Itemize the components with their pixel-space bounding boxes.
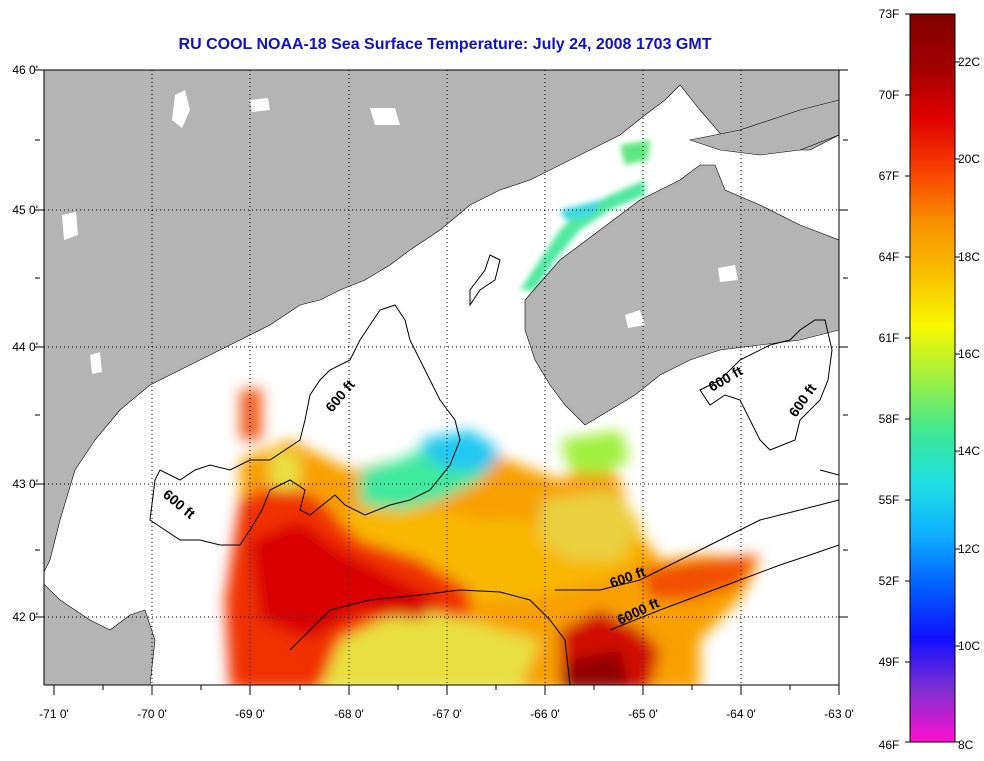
nova-scotia	[524, 164, 839, 426]
colorbar-label-f: 73F	[878, 7, 900, 21]
colorbar-label-f: 67F	[878, 169, 900, 183]
colorbar-label-f: 46F	[878, 738, 900, 752]
colorbar-label-f: 52F	[878, 574, 900, 588]
pei-region	[688, 99, 839, 156]
lat-label: 43 0'	[12, 477, 38, 491]
colorbar-label-f: 49F	[878, 655, 900, 669]
isobaths	[149, 254, 839, 685]
lat-label: 45 0'	[12, 203, 38, 217]
lon-label: -69 0'	[235, 707, 265, 721]
lon-label: -70 0'	[137, 707, 167, 721]
lon-label: -66 0'	[530, 707, 560, 721]
colorbar-label-c: 12C	[958, 542, 981, 556]
colorbar-label-c: 14C	[958, 444, 981, 458]
lon-label: -65 0'	[628, 707, 658, 721]
colorbar-label-f: 70F	[878, 88, 900, 102]
map-title: RU COOL NOAA-18 Sea Surface Temperature:…	[178, 36, 712, 53]
lat-label: 44 0'	[12, 340, 38, 354]
graticule	[44, 70, 839, 685]
lon-label: -64 0'	[726, 707, 756, 721]
colorbar-label-f: 58F	[878, 412, 900, 426]
lat-label: 42 0'	[12, 610, 38, 624]
colorbar-label-c: 20C	[958, 152, 981, 166]
colorbar-label-c: 16C	[958, 347, 981, 361]
plot-frame	[43, 69, 840, 686]
lat-label: 46 0'	[12, 63, 38, 77]
colorbar-label-f: 64F	[878, 250, 900, 264]
sst-field	[225, 388, 760, 685]
lakes	[62, 90, 738, 374]
land	[44, 70, 839, 685]
colorbar-label-c: 18C	[958, 250, 981, 264]
lon-label: -67 0'	[432, 707, 462, 721]
colorbar-label-f: 55F	[878, 493, 900, 507]
maine-new-brunswick-coast	[44, 70, 839, 573]
ticks	[35, 69, 848, 695]
lon-label: -68 0'	[334, 707, 364, 721]
colorbar-label-c: 8C	[958, 738, 974, 752]
colorbar-label-c: 10C	[958, 639, 981, 653]
cape-cod	[44, 583, 156, 685]
colorbar-label-c: 22C	[958, 55, 981, 69]
lon-label: -63 0'	[824, 707, 854, 721]
lon-label: -71 0'	[39, 707, 69, 721]
colorbar-label-f: 61F	[878, 331, 900, 345]
